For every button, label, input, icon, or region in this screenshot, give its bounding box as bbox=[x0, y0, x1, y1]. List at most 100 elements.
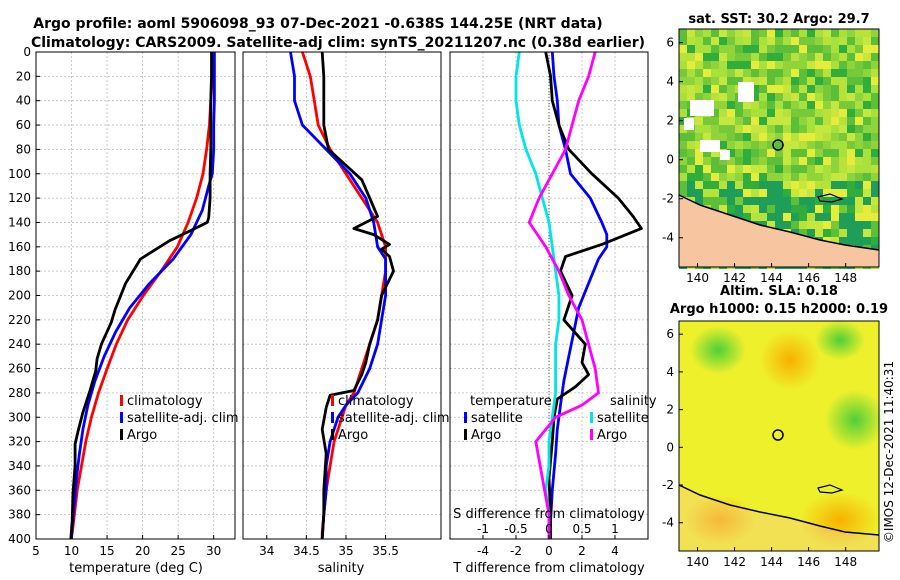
sst-pixel bbox=[863, 229, 871, 237]
sst-pixel bbox=[719, 165, 727, 173]
series-line-argo bbox=[320, 51, 395, 540]
sst-pixel bbox=[807, 165, 815, 173]
sst-pixel bbox=[783, 117, 791, 125]
sst-pixel bbox=[727, 77, 735, 85]
sst-pixel bbox=[719, 77, 727, 85]
sst-pixel bbox=[799, 165, 807, 173]
x-tick-label: 30 bbox=[206, 544, 221, 558]
sst-pixel bbox=[719, 101, 727, 109]
sst-pixel bbox=[863, 45, 871, 53]
sst-pixel bbox=[759, 165, 767, 173]
sst-pixel bbox=[711, 93, 719, 101]
sst-pixel bbox=[863, 165, 871, 173]
series-line-salinity-argo bbox=[527, 51, 600, 539]
sst-pixel bbox=[847, 117, 855, 125]
sst-pixel bbox=[791, 77, 799, 85]
sst-pixel bbox=[727, 141, 735, 149]
y-tick-label: 360 bbox=[8, 483, 31, 497]
x-tick-label: 15 bbox=[99, 544, 114, 558]
sst-pixel bbox=[703, 189, 711, 197]
sst-pixel bbox=[807, 205, 815, 213]
x-tick-label: 20 bbox=[135, 544, 150, 558]
sst-pixel bbox=[823, 125, 831, 133]
sst-pixel bbox=[687, 69, 695, 77]
sst-pixel bbox=[775, 37, 783, 45]
y-tick-label: 280 bbox=[8, 386, 31, 400]
sst-pixel bbox=[767, 165, 775, 173]
sst-pixel bbox=[759, 117, 767, 125]
sst-pixel bbox=[783, 149, 791, 157]
sst-pixel bbox=[871, 133, 879, 141]
sst-pixel bbox=[871, 229, 879, 237]
sst-pixel bbox=[831, 133, 839, 141]
sst-pixel bbox=[847, 165, 855, 173]
y-tick-label: 240 bbox=[8, 337, 31, 351]
sst-pixel bbox=[839, 205, 847, 213]
sst-pixel bbox=[823, 165, 831, 173]
sst-pixel bbox=[727, 101, 735, 109]
sst-pixel bbox=[855, 53, 863, 61]
sst-pixel bbox=[767, 109, 775, 117]
sst-pixel bbox=[799, 125, 807, 133]
sst-pixel bbox=[679, 173, 687, 181]
sst-pixel bbox=[831, 109, 839, 117]
series-line-argo bbox=[69, 52, 213, 540]
sst-pixel bbox=[711, 117, 719, 125]
sst-pixel bbox=[807, 45, 815, 53]
legend-swatch-argo bbox=[120, 429, 123, 440]
sst-pixel bbox=[687, 29, 695, 37]
y-tick-label: 260 bbox=[8, 362, 31, 376]
sst-pixel bbox=[831, 45, 839, 53]
sst-pixel bbox=[847, 173, 855, 181]
sst-pixel bbox=[719, 205, 727, 213]
sst-pixel bbox=[831, 29, 839, 37]
sst-pixel bbox=[679, 45, 687, 53]
sst-pixel bbox=[687, 61, 695, 69]
sst-pixel bbox=[751, 189, 759, 197]
y-tick-label: 340 bbox=[8, 459, 31, 473]
sst-pixel bbox=[751, 213, 759, 221]
sst-pixel bbox=[871, 125, 879, 133]
sst-pixel bbox=[807, 29, 815, 37]
sst-pixel bbox=[847, 61, 855, 69]
legend-label-satellite-adj: satellite-adj. clim bbox=[127, 411, 239, 426]
legend-label-climatology: climatology bbox=[338, 394, 414, 409]
legend-swatch-temp-satellite bbox=[464, 412, 467, 423]
sst-pixel bbox=[751, 181, 759, 189]
sst-pixel bbox=[767, 213, 775, 221]
sst-pixel bbox=[855, 237, 863, 245]
sst-pixel bbox=[735, 165, 743, 173]
sst-pixel bbox=[847, 213, 855, 221]
sst-pixel bbox=[735, 117, 743, 125]
sla-high-anomaly bbox=[760, 330, 820, 390]
sst-pixel bbox=[863, 69, 871, 77]
sst-pixel bbox=[727, 29, 735, 37]
sst-pixel bbox=[871, 101, 879, 109]
y-tick-label: 220 bbox=[8, 313, 31, 327]
sst-pixel bbox=[735, 189, 743, 197]
sst-pixel bbox=[783, 53, 791, 61]
sst-pixel bbox=[823, 149, 831, 157]
sst-pixel bbox=[871, 85, 879, 93]
sst-pixel bbox=[719, 85, 727, 93]
map-x-tick-label: 148 bbox=[834, 271, 857, 285]
sst-pixel bbox=[687, 189, 695, 197]
x-tick-label: 2 bbox=[578, 544, 586, 558]
sst-pixel bbox=[679, 101, 687, 109]
y-tick-label: 180 bbox=[8, 264, 31, 278]
sst-pixel bbox=[823, 117, 831, 125]
difference-legend: temperature satellite Argo salinity sate… bbox=[464, 394, 657, 443]
sst-map-frame bbox=[678, 28, 880, 268]
sst-pixel bbox=[791, 181, 799, 189]
sst-pixel bbox=[775, 45, 783, 53]
profile-panel-1: 5 10 15 20 25 3002040608010012014016018020022… bbox=[8, 45, 236, 558]
sst-pixel bbox=[863, 205, 871, 213]
sst-pixel bbox=[815, 213, 823, 221]
sst-pixel bbox=[871, 157, 879, 165]
series-line-climatology bbox=[69, 51, 215, 540]
sst-pixel bbox=[823, 37, 831, 45]
sst-pixel bbox=[719, 45, 727, 53]
salinity-xlabel: salinity bbox=[318, 561, 365, 576]
sst-pixel bbox=[679, 165, 687, 173]
